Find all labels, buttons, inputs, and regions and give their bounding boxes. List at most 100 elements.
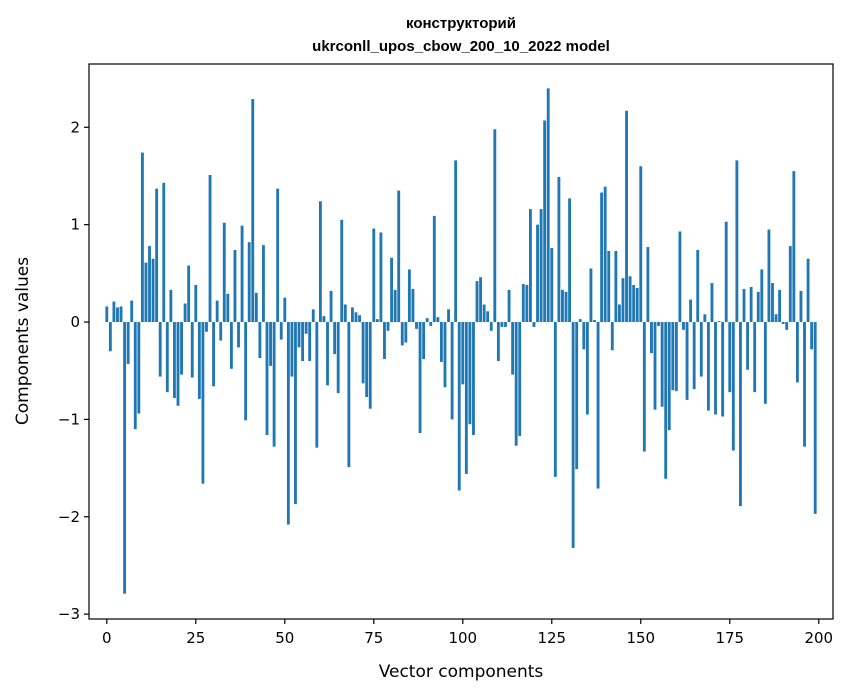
bar-49 bbox=[279, 322, 283, 340]
bar-170 bbox=[710, 283, 714, 323]
bar-144 bbox=[617, 304, 621, 323]
bar-20 bbox=[176, 322, 180, 406]
bar-89 bbox=[422, 322, 426, 360]
bar-71 bbox=[358, 315, 361, 323]
bar-74 bbox=[368, 322, 372, 409]
x-tick-label-125: 125 bbox=[537, 629, 566, 647]
chart-title: конструкторий bbox=[406, 15, 516, 32]
bar-65 bbox=[336, 322, 340, 394]
bar-171 bbox=[714, 322, 717, 415]
y-tick-label-0: 0 bbox=[70, 313, 80, 331]
bar-18 bbox=[169, 289, 173, 323]
bar-161 bbox=[678, 231, 682, 323]
bar-79 bbox=[386, 322, 390, 331]
bar-198 bbox=[810, 322, 814, 350]
bar-197 bbox=[806, 258, 810, 323]
bar-181 bbox=[749, 286, 753, 323]
bar-29 bbox=[208, 175, 212, 323]
bar-177 bbox=[735, 160, 739, 323]
bar-149 bbox=[635, 287, 639, 323]
bar-154 bbox=[653, 322, 657, 410]
bar-138 bbox=[596, 322, 600, 489]
bar-116 bbox=[518, 322, 522, 436]
bar-23 bbox=[187, 265, 191, 323]
bar-32 bbox=[219, 322, 223, 341]
bar-38 bbox=[240, 225, 244, 323]
bar-143 bbox=[614, 250, 618, 323]
bar-175 bbox=[728, 322, 732, 393]
bar-6 bbox=[126, 322, 130, 364]
bar-147 bbox=[628, 276, 632, 323]
chart-subtitle: ukrconll_upos_cbow_200_10_2022 model bbox=[312, 38, 610, 55]
bar-130 bbox=[568, 198, 571, 323]
y-tick-label--2: −2 bbox=[58, 508, 80, 526]
bar-22 bbox=[183, 303, 187, 323]
bar-118 bbox=[525, 285, 529, 323]
bar-7 bbox=[130, 300, 134, 323]
bar-76 bbox=[375, 319, 379, 323]
bar-96 bbox=[447, 309, 450, 323]
bar-77 bbox=[379, 232, 383, 323]
bar-66 bbox=[340, 219, 344, 323]
bar-173 bbox=[721, 322, 725, 417]
bar-142 bbox=[610, 322, 614, 351]
bar-102 bbox=[468, 322, 472, 425]
bar-56 bbox=[304, 322, 308, 334]
bar-125 bbox=[550, 248, 554, 323]
bar-156 bbox=[660, 322, 664, 407]
bar-199 bbox=[813, 322, 817, 514]
bar-61 bbox=[322, 316, 326, 323]
bar-25 bbox=[194, 285, 198, 323]
bar-134 bbox=[582, 322, 586, 350]
bar-113 bbox=[507, 289, 511, 323]
bar-15 bbox=[158, 322, 162, 377]
bar-58 bbox=[311, 309, 315, 323]
bar-188 bbox=[774, 314, 778, 323]
bar-157 bbox=[664, 322, 668, 479]
bar-105 bbox=[479, 277, 483, 323]
bar-120 bbox=[532, 322, 536, 327]
bar-131 bbox=[571, 322, 575, 548]
bar-193 bbox=[792, 171, 796, 323]
x-axis-label: Vector components bbox=[379, 662, 544, 682]
bar-40 bbox=[247, 242, 251, 323]
bar-85 bbox=[407, 269, 411, 323]
y-tick-label-1: 1 bbox=[70, 216, 80, 234]
bar-172 bbox=[717, 321, 721, 323]
x-tick-label-50: 50 bbox=[275, 629, 294, 647]
bar-27 bbox=[201, 322, 205, 484]
bar-44 bbox=[262, 245, 265, 323]
bar-151 bbox=[642, 322, 646, 452]
bar-35 bbox=[229, 322, 233, 369]
bar-13 bbox=[151, 258, 155, 323]
y-axis-label: Components values bbox=[13, 257, 33, 425]
bar-100 bbox=[461, 322, 465, 385]
bar-8 bbox=[133, 322, 137, 430]
bar-187 bbox=[771, 283, 774, 323]
bar-51 bbox=[286, 322, 290, 525]
bar-46 bbox=[269, 322, 272, 366]
bar-98 bbox=[454, 160, 458, 323]
bar-137 bbox=[593, 320, 596, 323]
bar-9 bbox=[137, 322, 141, 414]
bar-128 bbox=[561, 289, 564, 323]
bar-12 bbox=[148, 246, 151, 323]
bar-159 bbox=[671, 322, 675, 391]
y-tick-label--3: −3 bbox=[58, 605, 80, 623]
bar-68 bbox=[347, 322, 351, 468]
bar-107 bbox=[486, 311, 490, 323]
bar-87 bbox=[415, 322, 418, 329]
bar-50 bbox=[283, 297, 287, 323]
bar-150 bbox=[639, 166, 643, 323]
bar-119 bbox=[528, 209, 532, 323]
bar-186 bbox=[767, 229, 771, 323]
bar-133 bbox=[578, 319, 582, 323]
bar-39 bbox=[244, 322, 248, 421]
bar-111 bbox=[500, 322, 504, 327]
bar-33 bbox=[222, 222, 226, 323]
bar-168 bbox=[703, 314, 707, 323]
bar-139 bbox=[600, 192, 604, 323]
bar-47 bbox=[272, 322, 276, 447]
bar-54 bbox=[297, 322, 301, 348]
bar-83 bbox=[400, 322, 404, 346]
